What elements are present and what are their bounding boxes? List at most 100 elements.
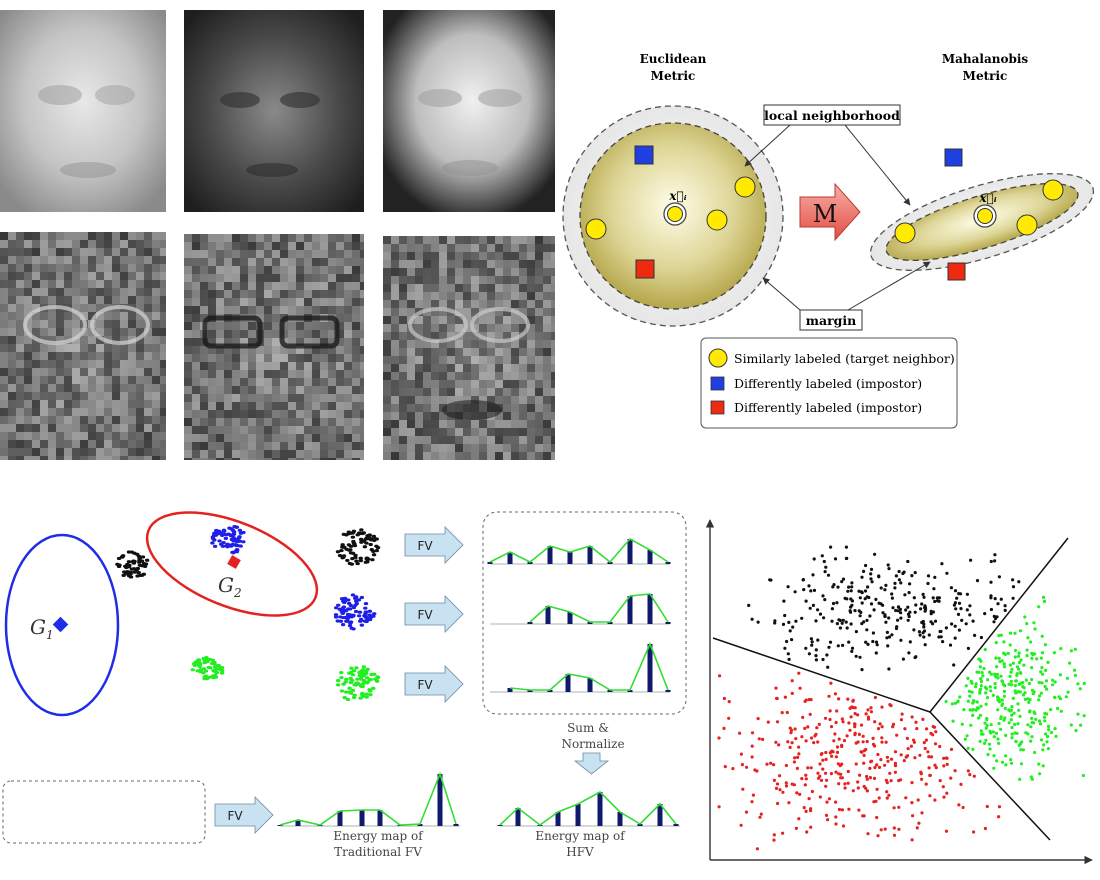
gmm-ellipse-g1 <box>4 533 120 717</box>
pointer-line <box>744 124 791 167</box>
histogram-bar <box>487 562 493 564</box>
histogram-bar <box>597 792 603 826</box>
energy-map-hfv <box>497 791 680 827</box>
histogram-bar <box>359 810 365 826</box>
impostor-blue-point <box>634 145 654 165</box>
black-class-points <box>747 545 1021 672</box>
histogram-bar <box>527 690 533 692</box>
legend-label-target-neighbor: Similarly labeled (target neighbor) <box>734 351 955 366</box>
histogram-bar <box>453 824 459 826</box>
pointer-line <box>844 124 911 206</box>
histogram-bar <box>617 812 623 826</box>
histogram-bar <box>587 546 593 564</box>
pointer-line <box>762 277 801 311</box>
m-symbol: M <box>813 200 838 228</box>
green-class-points <box>944 595 1086 782</box>
histogram-bar <box>417 824 423 826</box>
impostor-blue-point <box>944 148 963 167</box>
fv-arrow-3: FV <box>404 665 464 703</box>
gmm-center-g1 <box>52 616 69 633</box>
pointer-line <box>847 261 931 311</box>
histogram-bar <box>665 562 671 564</box>
histogram-bar <box>527 562 533 564</box>
energy-map-trad-line1: Energy map of <box>333 829 424 843</box>
energy-map-hfv-line2: HFV <box>566 845 594 859</box>
label-g1: G1 <box>30 615 54 642</box>
metric-learning-diagram: Euclidean Metric Mahalanobis Metric x⃗ᵢ … <box>562 52 1095 429</box>
fv-label: FV <box>417 678 433 692</box>
blurred-face-1 <box>0 10 166 212</box>
margin-label: margin <box>806 313 857 328</box>
energy-map-trad-line2: Traditional FV <box>334 845 422 859</box>
xi-label-euclidean: x⃗ᵢ <box>668 189 686 203</box>
blue-cluster <box>210 524 246 555</box>
histogram-bar <box>587 622 593 624</box>
sum-normalize-line1: Sum & <box>567 721 609 735</box>
local-neighborhood-label: local neighborhood <box>764 108 900 123</box>
hfv-diagram: G1 G2 FV FV FV FV Sum & Normalize Energy ma… <box>2 511 687 859</box>
energy-map-traditional <box>277 771 460 827</box>
histogram-bar <box>657 804 663 826</box>
legend-label-impostor-blue: Differently labeled (impostor) <box>734 376 922 391</box>
histogram-bar <box>545 606 551 624</box>
histogram-bar <box>295 820 301 826</box>
histogram-3 <box>490 641 671 693</box>
legend-red-square <box>710 400 725 415</box>
fv-label: FV <box>417 608 433 622</box>
fv-arrow-bottom: FV <box>214 796 274 834</box>
center-point-xi-inner <box>667 206 683 222</box>
histogram-2 <box>490 593 671 625</box>
fv-label: FV <box>227 809 243 823</box>
histogram-bar <box>507 552 513 564</box>
target-neighbor-point <box>585 218 607 240</box>
sum-normalize-arrow <box>573 752 610 775</box>
euclidean-title-line1: Euclidean <box>640 52 707 66</box>
target-neighbor-point <box>1016 214 1038 236</box>
histogram-bar <box>437 774 443 826</box>
center-point-xi-inner <box>977 208 993 224</box>
metric-legend: Similarly labeled (target neighbor) Diff… <box>700 337 958 429</box>
histogram-bar <box>627 596 633 624</box>
histogram-bar <box>527 622 533 624</box>
target-neighbor-point <box>894 222 916 244</box>
gmm-center-g2 <box>227 555 241 569</box>
histogram-bar <box>627 539 633 564</box>
fv-arrow-1: FV <box>404 526 464 564</box>
legend-blue-square <box>710 376 725 391</box>
histogram-bar <box>665 690 671 692</box>
blurred-face-3 <box>383 10 555 212</box>
mahalanobis-title-line2: Metric <box>963 69 1008 83</box>
fv-histogram-panel <box>482 511 687 715</box>
sum-normalize-line2: Normalize <box>561 737 624 751</box>
fv-label: FV <box>417 539 433 553</box>
decision-boundary <box>929 711 1051 841</box>
histogram-bar <box>607 690 613 692</box>
energy-map-hfv-line1: Energy map of <box>535 829 626 843</box>
histogram-bar <box>647 550 653 564</box>
histogram-bar <box>587 678 593 692</box>
black-cluster <box>335 528 381 566</box>
histogram-bar <box>555 812 561 826</box>
histogram-bar <box>515 808 521 826</box>
local-neighborhood-box <box>763 104 901 126</box>
histogram-bar <box>647 644 653 692</box>
legend-yellow-circle <box>708 348 728 368</box>
histogram-bar <box>565 674 571 692</box>
target-neighbor-point <box>734 176 756 198</box>
histogram-bar <box>627 690 633 692</box>
gmm-ellipse-g2 <box>145 511 319 617</box>
histogram-bar <box>637 824 643 826</box>
label-g2: G2 <box>218 573 242 600</box>
classification-scatter <box>705 519 1093 865</box>
histogram-bar <box>607 622 613 624</box>
xi-label-mahalanobis: x⃗ᵢ <box>978 191 996 205</box>
texture-face-2 <box>184 234 364 460</box>
histogram-bar <box>497 825 503 826</box>
histogram-bar <box>337 811 343 826</box>
impostor-red-point <box>947 262 966 281</box>
impostor-red-point <box>635 259 655 279</box>
histogram-1 <box>487 537 671 565</box>
transform-m-arrow: M <box>799 182 861 242</box>
decision-boundary <box>712 637 931 713</box>
